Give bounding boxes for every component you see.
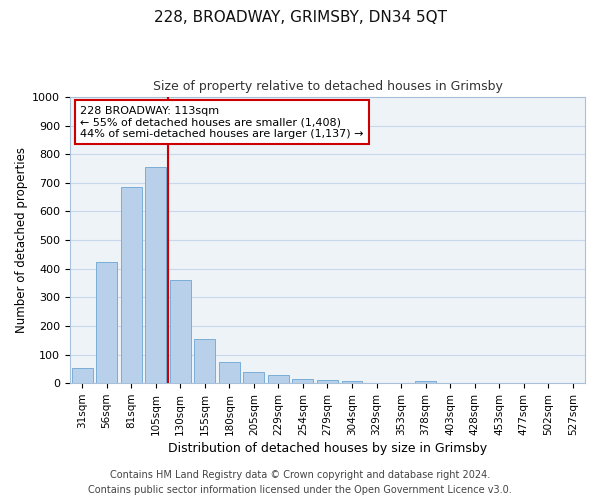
Bar bbox=[292, 379, 313, 383]
Bar bbox=[194, 340, 215, 383]
Bar bbox=[121, 187, 142, 383]
Text: 228 BROADWAY: 113sqm
← 55% of detached houses are smaller (1,408)
44% of semi-de: 228 BROADWAY: 113sqm ← 55% of detached h… bbox=[80, 106, 364, 138]
X-axis label: Distribution of detached houses by size in Grimsby: Distribution of detached houses by size … bbox=[168, 442, 487, 455]
Bar bbox=[145, 166, 166, 383]
Bar bbox=[317, 380, 338, 383]
Bar bbox=[415, 381, 436, 383]
Bar bbox=[219, 362, 240, 383]
Bar bbox=[268, 375, 289, 383]
Bar bbox=[72, 368, 92, 383]
Bar bbox=[244, 372, 264, 383]
Title: Size of property relative to detached houses in Grimsby: Size of property relative to detached ho… bbox=[152, 80, 502, 93]
Bar bbox=[170, 280, 191, 383]
Text: Contains HM Land Registry data © Crown copyright and database right 2024.
Contai: Contains HM Land Registry data © Crown c… bbox=[88, 470, 512, 495]
Bar bbox=[96, 262, 117, 383]
Bar bbox=[341, 382, 362, 383]
Y-axis label: Number of detached properties: Number of detached properties bbox=[15, 147, 28, 333]
Text: 228, BROADWAY, GRIMSBY, DN34 5QT: 228, BROADWAY, GRIMSBY, DN34 5QT bbox=[154, 10, 446, 25]
